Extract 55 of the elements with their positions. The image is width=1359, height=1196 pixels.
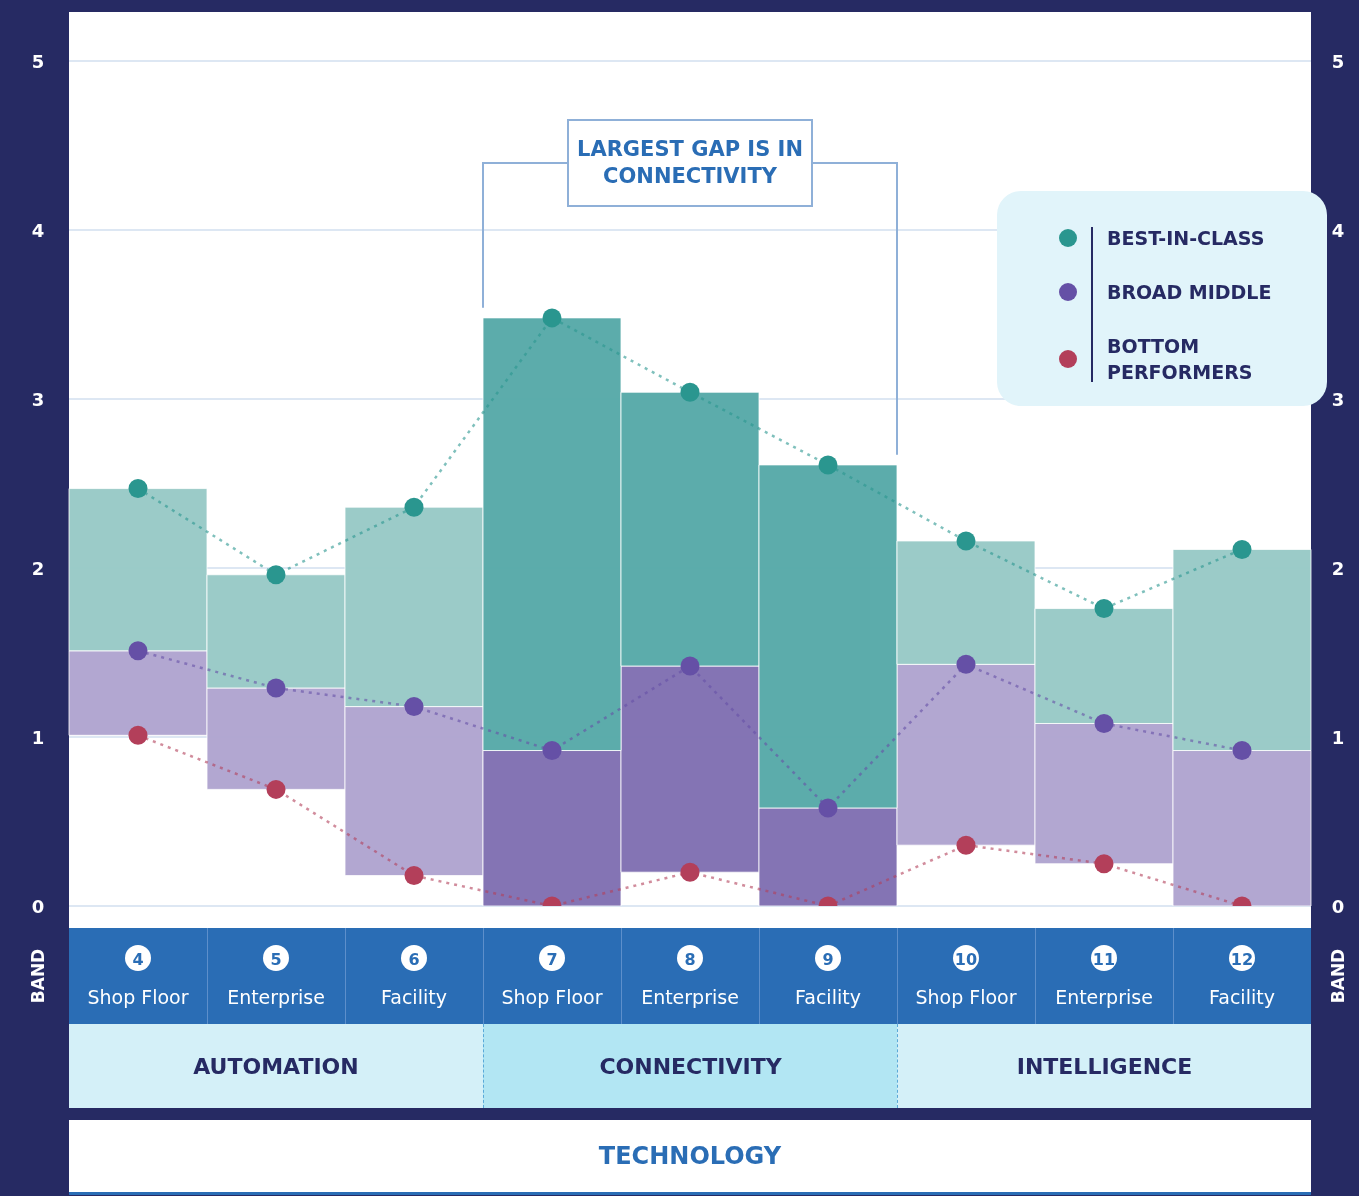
text: CONNECTIVITY (599, 1053, 782, 1079)
point (1094, 599, 1114, 619)
annotation: LARGEST GAP IS IN CONNECTIVITY (576, 136, 804, 190)
y-tick-label: 2 (31, 557, 45, 579)
y2-tick-label: 5 (1331, 50, 1345, 72)
point (680, 656, 700, 676)
point (818, 455, 838, 475)
x-tick-label: 8 Enterprise (641, 949, 739, 1008)
x-tick-label: 6 Facility (381, 949, 447, 1008)
point (404, 697, 424, 717)
x-tick-label: 11 Enterprise (1055, 949, 1153, 1008)
y2-tick-label: 3 (1331, 388, 1345, 410)
legend-label: BROAD MIDDLE (1107, 280, 1273, 305)
point (128, 479, 148, 499)
y-axis-title: BAND (28, 948, 48, 1004)
x-tick-label: 9 Facility (795, 949, 861, 1008)
y-tick-label: 3 (31, 388, 45, 410)
x-tick-label: 10 Shop Floor (915, 949, 1017, 1008)
x-tick-label: 7 Shop Floor (501, 949, 603, 1008)
y2-tick-label: 1 (1331, 726, 1345, 748)
point (542, 308, 562, 328)
point (1232, 741, 1252, 761)
y-tick-label: 1 (31, 726, 45, 748)
point (266, 678, 286, 698)
point (956, 835, 976, 855)
point (680, 862, 700, 882)
point (266, 779, 286, 799)
text: AUTOMATION (193, 1053, 359, 1079)
x-tick-label: 4 Shop Floor (87, 949, 189, 1008)
point (956, 654, 976, 674)
y2-axis-title: BAND (1328, 948, 1348, 1004)
x-tick-label: 12 Facility (1209, 949, 1275, 1008)
y-tick-label: 0 (31, 895, 45, 917)
point (404, 497, 424, 517)
y-tick-label: 5 (31, 50, 45, 72)
legend-label: BOTTOM PERFORMERS (1107, 334, 1254, 385)
point (1094, 713, 1114, 733)
legend-label: BEST-IN-CLASS (1107, 226, 1266, 251)
point (128, 641, 148, 661)
text: TECHNOLOGY (598, 1142, 782, 1170)
point (542, 741, 562, 761)
point (818, 798, 838, 818)
point (1094, 854, 1114, 874)
point (680, 382, 700, 402)
text: INTELLIGENCE (1016, 1053, 1193, 1079)
point (1232, 539, 1252, 559)
y2-tick-label: 4 (1331, 219, 1345, 241)
y2-tick-label: 0 (1331, 895, 1345, 917)
point (956, 531, 976, 551)
point (404, 866, 424, 886)
x-tick-label: 5 Enterprise (227, 949, 325, 1008)
point (128, 725, 148, 745)
y-tick-label: 4 (31, 219, 45, 241)
point (266, 565, 286, 585)
y2-tick-label: 2 (1331, 557, 1345, 579)
